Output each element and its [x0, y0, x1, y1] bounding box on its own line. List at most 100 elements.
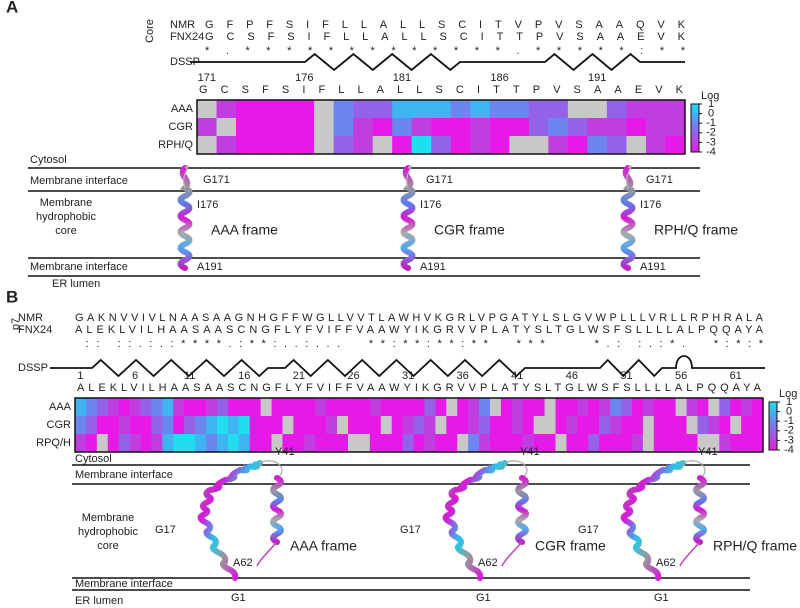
heatmap-cell	[315, 434, 327, 453]
colorbar-band	[769, 405, 777, 408]
heatmap-cell	[555, 434, 567, 453]
core-label: Membrane	[40, 197, 93, 209]
heatmap-cell	[162, 416, 174, 435]
heatmap-cell	[653, 434, 666, 453]
heatmap-cell	[75, 416, 87, 435]
dssp-label: DSSP	[170, 56, 200, 68]
frame-label: RPH/Q frame	[654, 222, 738, 238]
residue-label: A191	[420, 261, 446, 273]
heatmap-cell	[606, 118, 627, 137]
colorbar-band	[769, 430, 777, 433]
heatmap-cell	[730, 398, 742, 417]
colorbar-tick-label: 0	[708, 108, 714, 120]
heatmap-cell	[500, 398, 513, 417]
colorbar-band	[769, 440, 777, 443]
heatmap-cell	[333, 136, 354, 155]
heatmap-cell	[249, 434, 261, 453]
heatmap-cell	[555, 398, 567, 417]
helix-loop	[679, 541, 701, 567]
heatmap-cell	[675, 398, 687, 417]
heatmap-cell	[206, 416, 218, 435]
heatmap-cell	[255, 136, 276, 155]
heatmap-cell	[621, 416, 633, 435]
heatmap-cell	[446, 434, 458, 453]
heatmap-cell	[282, 398, 294, 417]
colorbar-tick-label: -3	[706, 136, 716, 148]
colorbar-band	[769, 446, 777, 449]
heatmap-cell	[664, 416, 676, 435]
colorbar-tick-label: -2	[706, 127, 716, 139]
heatmap-cell	[567, 118, 588, 137]
colorbar-band	[769, 427, 777, 430]
helix-loop	[259, 460, 283, 479]
heatmap-cell	[402, 398, 414, 417]
heatmap-cell	[435, 398, 447, 417]
heatmap-cell	[741, 416, 753, 435]
heatmap-cell	[206, 398, 218, 417]
lumen-label: ER lumen	[75, 595, 123, 607]
core-label: core	[97, 540, 118, 552]
conservation: *.*************.*****:**	[205, 45, 686, 57]
heatmap-cell	[85, 416, 98, 435]
heatmap-cell	[489, 100, 510, 119]
heatmap-cell	[85, 398, 98, 417]
colorbar-band	[691, 150, 699, 153]
colorbar-band	[691, 120, 699, 123]
heatmap-cell	[353, 118, 373, 137]
alignment-name: NMR	[170, 19, 195, 31]
colorbar-band	[691, 136, 699, 139]
heatmap-cell	[544, 416, 556, 435]
heatmap-cell	[470, 118, 491, 137]
heatmap-cell	[275, 100, 295, 119]
residue-label: Y41	[520, 446, 540, 458]
panel-label: B	[6, 287, 18, 306]
heatmap-cell	[631, 416, 644, 435]
heatmap-cell	[326, 434, 338, 453]
residue-number: 181	[393, 72, 411, 84]
colorbar-band	[769, 424, 777, 427]
heatmap-cell	[294, 136, 315, 155]
colorbar-band	[691, 145, 699, 148]
heatmap-cell	[249, 416, 261, 435]
heatmap-cell	[294, 100, 315, 119]
heatmap-cell	[275, 118, 295, 137]
dssp-trace	[190, 52, 685, 72]
colorbar-band	[769, 426, 777, 429]
residue-number: 1	[77, 370, 83, 382]
residue-label: G171	[203, 174, 230, 186]
dssp-trace	[50, 355, 765, 378]
alignment-sequence: ALEKLVILHAASAASCNGFLYFVIFFVAAWYIKGRVVPLA…	[75, 324, 764, 336]
residue-number: 191	[588, 72, 606, 84]
colorbar-band	[769, 437, 777, 440]
colorbar-tick-label: -2	[784, 425, 794, 437]
heatmap-cell	[271, 416, 283, 435]
helix	[442, 460, 508, 581]
heatmap-cell	[238, 398, 251, 417]
heatmap-cell	[708, 398, 720, 417]
heatmap-cell	[719, 434, 731, 453]
heatmap-cell	[260, 416, 272, 435]
helix	[693, 475, 707, 545]
heatmap-cell	[621, 398, 633, 417]
heatmap-cell	[314, 136, 334, 155]
colorbar-band	[691, 139, 699, 142]
heatmap-cell	[500, 416, 513, 435]
heatmap-cell	[431, 118, 452, 137]
alignment-name: FNX24	[170, 31, 204, 43]
heatmap-cell	[533, 434, 545, 453]
heatmap-cell	[413, 416, 425, 435]
heatmap-cell	[293, 416, 305, 435]
colorbar-title: Log	[779, 388, 797, 400]
colorbar-tick-label: 0	[786, 406, 792, 418]
colorbar-band	[769, 414, 777, 417]
helix	[620, 460, 686, 581]
heatmap-cell	[567, 100, 588, 119]
core-label: hydrophobic	[78, 526, 138, 538]
heatmap-cell	[548, 136, 569, 155]
heatmap-cell	[548, 100, 569, 119]
heatmap-cell	[380, 434, 392, 453]
colorbar-band	[691, 137, 699, 140]
colorbar-band	[691, 142, 699, 145]
heatmap-cell	[522, 398, 534, 417]
